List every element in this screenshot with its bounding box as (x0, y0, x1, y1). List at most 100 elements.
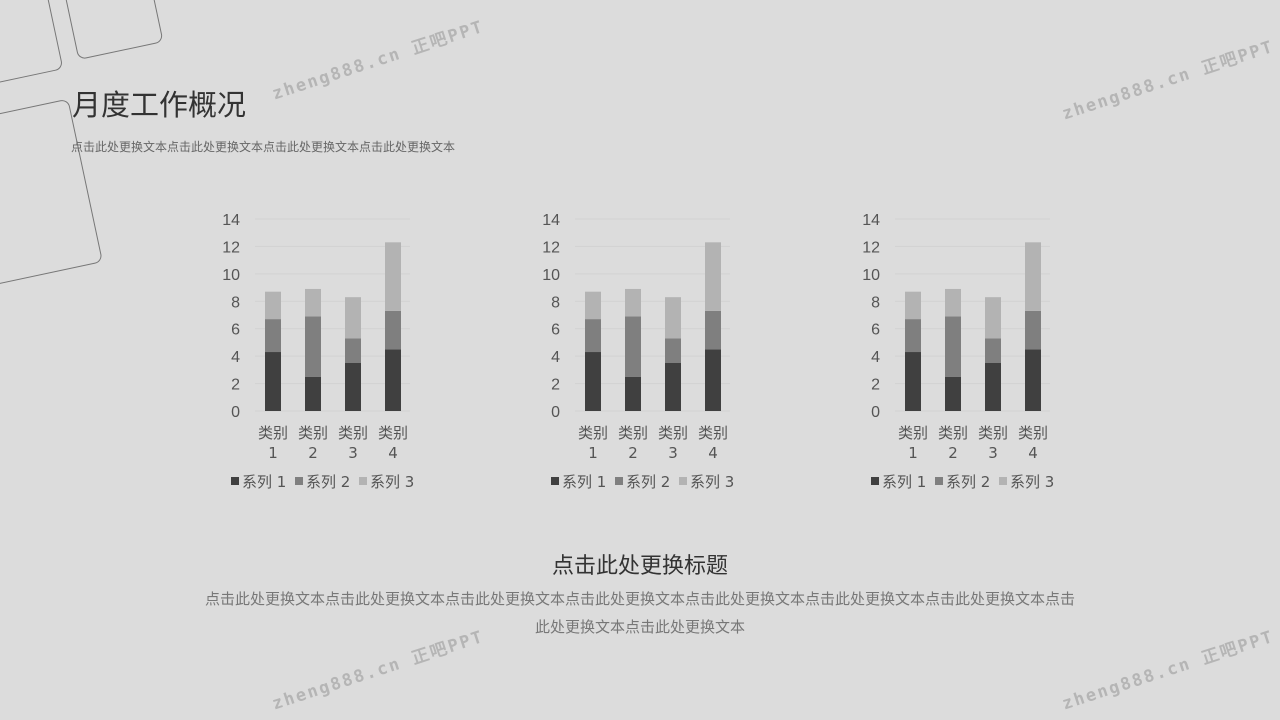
x-tick-label: 4 (388, 444, 398, 462)
x-tick-label: 类别 (898, 424, 928, 442)
bar-3-3 (345, 297, 361, 339)
bar-3-4 (705, 242, 721, 311)
y-tick-label: 8 (551, 294, 560, 311)
bar-1-2 (945, 376, 961, 411)
page-title: 月度工作概况 (72, 88, 247, 122)
legend-label: 系列 1 (882, 473, 926, 491)
legend-swatch (679, 477, 687, 485)
x-tick-label: 1 (588, 444, 598, 462)
bar-2-1 (905, 319, 921, 353)
x-tick-label: 4 (708, 444, 718, 462)
x-tick-label: 2 (628, 444, 638, 462)
x-tick-label: 类别 (618, 424, 648, 442)
y-tick-label: 0 (871, 404, 880, 421)
legend-label: 系列 3 (1010, 473, 1054, 491)
y-tick-label: 2 (871, 377, 880, 394)
x-tick-label: 3 (668, 444, 678, 462)
decorative-square (59, 0, 164, 61)
bar-3-1 (265, 291, 281, 320)
y-tick-label: 8 (231, 294, 240, 311)
bar-1-4 (385, 349, 401, 411)
y-tick-label: 14 (542, 212, 560, 229)
x-tick-label: 类别 (1018, 424, 1048, 442)
x-tick-label: 3 (988, 444, 998, 462)
bar-1-2 (305, 376, 321, 411)
y-tick-label: 10 (542, 267, 560, 284)
x-tick-label: 类别 (378, 424, 408, 442)
bar-2-2 (305, 316, 321, 377)
legend-swatch (871, 477, 879, 485)
y-tick-label: 6 (871, 322, 880, 339)
x-tick-label: 类别 (258, 424, 288, 442)
legend-label: 系列 1 (562, 473, 606, 491)
bar-1-4 (705, 349, 721, 411)
legend-swatch (999, 477, 1007, 485)
x-tick-label: 3 (348, 444, 358, 462)
bar-3-2 (305, 288, 321, 317)
y-tick-label: 0 (231, 404, 240, 421)
y-tick-label: 12 (222, 239, 240, 256)
bar-2-2 (625, 316, 641, 377)
bar-1-1 (905, 352, 921, 411)
x-tick-label: 1 (268, 444, 278, 462)
bar-2-3 (985, 338, 1001, 363)
x-tick-label: 4 (1028, 444, 1038, 462)
bar-2-4 (385, 310, 401, 350)
bar-2-4 (705, 310, 721, 350)
x-tick-label: 类别 (578, 424, 608, 442)
legend-label: 系列 3 (370, 473, 414, 491)
y-tick-label: 0 (551, 404, 560, 421)
legend-label: 系列 3 (690, 473, 734, 491)
bar-1-3 (985, 363, 1001, 411)
y-tick-label: 2 (551, 377, 560, 394)
y-tick-label: 12 (542, 239, 560, 256)
bar-2-1 (585, 319, 601, 353)
decorative-square (0, 0, 64, 93)
legend-swatch (551, 477, 559, 485)
x-tick-label: 1 (908, 444, 918, 462)
y-tick-label: 10 (862, 267, 880, 284)
page-subtitle: 点击此处更换文本点击此处更换文本点击此处更换文本点击此处更换文本 (71, 140, 456, 154)
legend-swatch (615, 477, 623, 485)
x-tick-label: 2 (948, 444, 958, 462)
legend-label: 系列 2 (626, 473, 670, 491)
section-text: 点击此处更换文本点击此处更换文本点击此处更换文本点击此处更换文本点击此处更换文本… (205, 590, 1076, 636)
bar-2-3 (665, 338, 681, 363)
x-tick-label: 类别 (978, 424, 1008, 442)
bar-3-4 (1025, 242, 1041, 311)
legend-label: 系列 2 (946, 473, 990, 491)
y-tick-label: 10 (222, 267, 240, 284)
legend-swatch (935, 477, 943, 485)
bar-3-1 (905, 291, 921, 320)
bar-3-1 (585, 291, 601, 320)
bar-3-3 (985, 297, 1001, 339)
y-tick-label: 14 (222, 212, 240, 229)
bar-1-1 (265, 352, 281, 411)
x-tick-label: 类别 (298, 424, 328, 442)
y-tick-label: 8 (871, 294, 880, 311)
y-tick-label: 4 (551, 349, 560, 366)
bar-2-4 (1025, 310, 1041, 350)
y-tick-label: 6 (231, 322, 240, 339)
bar-3-2 (945, 288, 961, 317)
bar-1-4 (1025, 349, 1041, 411)
x-tick-label: 2 (308, 444, 318, 462)
stacked-bar-chart-2: 0 2 4 6 8 10 12 14 类别 1 类别 2 类别 3 类别 4 系列 1 系列 2 系列 3 (542, 212, 734, 491)
legend-swatch (231, 477, 239, 485)
x-tick-label: 类别 (698, 424, 728, 442)
decorative-square (0, 98, 103, 289)
bar-3-3 (665, 297, 681, 339)
x-tick-label: 类别 (338, 424, 368, 442)
y-tick-label: 4 (871, 349, 880, 366)
legend-swatch (359, 477, 367, 485)
bar-2-1 (265, 319, 281, 353)
bar-3-2 (625, 288, 641, 317)
watermark: zheng888.cn 正吧PPT (1059, 36, 1277, 125)
watermark: zheng888.cn 正吧PPT (269, 16, 487, 105)
stacked-bar-chart-1: 0 2 4 6 8 10 12 14 类别 1 类别 2 类别 3 类别 4 系列 1 系列 2 系列 3 (222, 212, 414, 491)
bar-1-3 (665, 363, 681, 411)
bar-3-4 (385, 242, 401, 311)
bar-1-3 (345, 363, 361, 411)
bar-2-2 (945, 316, 961, 377)
legend-swatch (295, 477, 303, 485)
